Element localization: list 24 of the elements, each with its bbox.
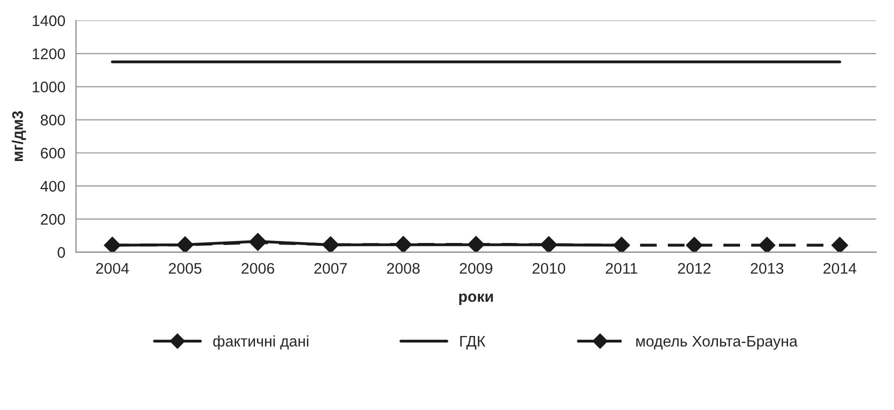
x-tick-label: 2010	[532, 262, 566, 274]
x-tick-label: 2011	[606, 262, 638, 274]
x-axis-title: роки	[459, 294, 493, 305]
x-tick-label: 2006	[242, 262, 274, 274]
y-tick-label: 1000	[32, 82, 65, 92]
legend-label: ГДК	[460, 336, 486, 350]
y-tick-label: 600	[40, 148, 65, 159]
y-tick-label: 800	[40, 114, 65, 126]
y-tick-label: 400	[40, 180, 65, 192]
x-tick-label: 2007	[314, 262, 347, 274]
y-tick-label: 0	[58, 247, 65, 258]
y-tick-label: 1400	[32, 15, 65, 26]
x-tick-label: 2012	[678, 262, 710, 274]
x-tick-label: 2008	[387, 262, 420, 274]
x-tick-label: 2004	[96, 262, 129, 274]
legend-label: фактичні дані	[213, 335, 308, 350]
x-tick-label: 2005	[168, 262, 202, 274]
x-tick-label: 2009	[460, 262, 492, 274]
x-tick-label: 2014	[824, 262, 856, 274]
y-axis-title: мг/дм3	[12, 111, 26, 161]
legend-label: модель Хольта-Брауна	[636, 336, 798, 350]
y-tick-label: 1200	[32, 48, 65, 60]
y-tick-label: 200	[40, 214, 65, 225]
x-tick-label: 2013	[750, 262, 784, 274]
